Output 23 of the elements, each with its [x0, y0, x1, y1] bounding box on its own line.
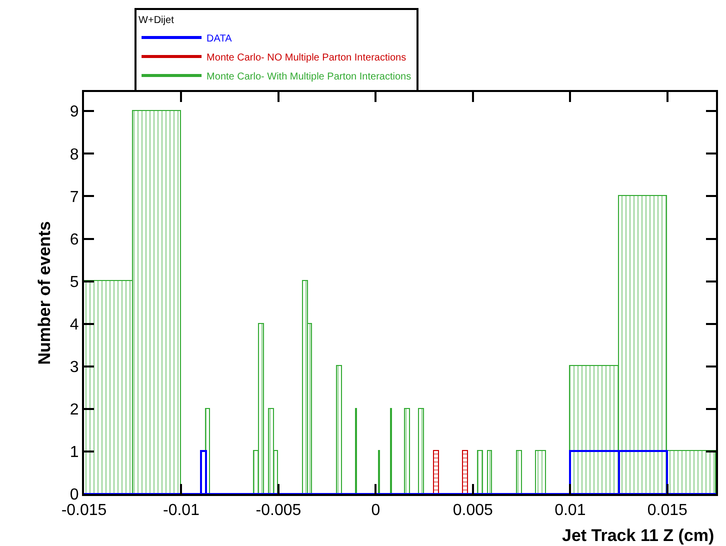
x-tick-label: 0	[371, 502, 380, 520]
y-tick-label: 5	[70, 274, 79, 291]
y-axis-title: Number of events	[34, 221, 54, 365]
text: Monte Carlo- NO Multiple Parton Interactions	[206, 52, 406, 64]
x-tick-label: 0.005	[452, 502, 494, 520]
x-axis-title: Jet Track 11 Z (cm)	[562, 526, 714, 545]
text: DATA	[206, 33, 232, 44]
x-tick-label: -0.015	[61, 502, 107, 520]
x-tick-label: 0.015	[647, 502, 688, 520]
y-tick-label: 6	[70, 231, 79, 248]
y-tick-label: 8	[70, 146, 79, 164]
y-tick-label: 3	[70, 358, 79, 376]
legend-title: W+Dijet	[138, 15, 174, 26]
text: Monte Carlo- With Multiple Parton Interactions	[206, 71, 412, 82]
x-tick-label: 0.01	[554, 502, 586, 520]
y-tick-label: 1	[70, 444, 79, 462]
y-tick-label: 2	[70, 402, 79, 419]
y-tick-label: 0	[70, 486, 79, 504]
y-tick-label: 7	[70, 188, 79, 206]
x-tick-label: -0.01	[162, 502, 200, 520]
y-tick-label: 4	[70, 316, 79, 334]
y-tick-label: 9	[70, 104, 79, 121]
x-tick-label: -0.005	[256, 502, 302, 520]
